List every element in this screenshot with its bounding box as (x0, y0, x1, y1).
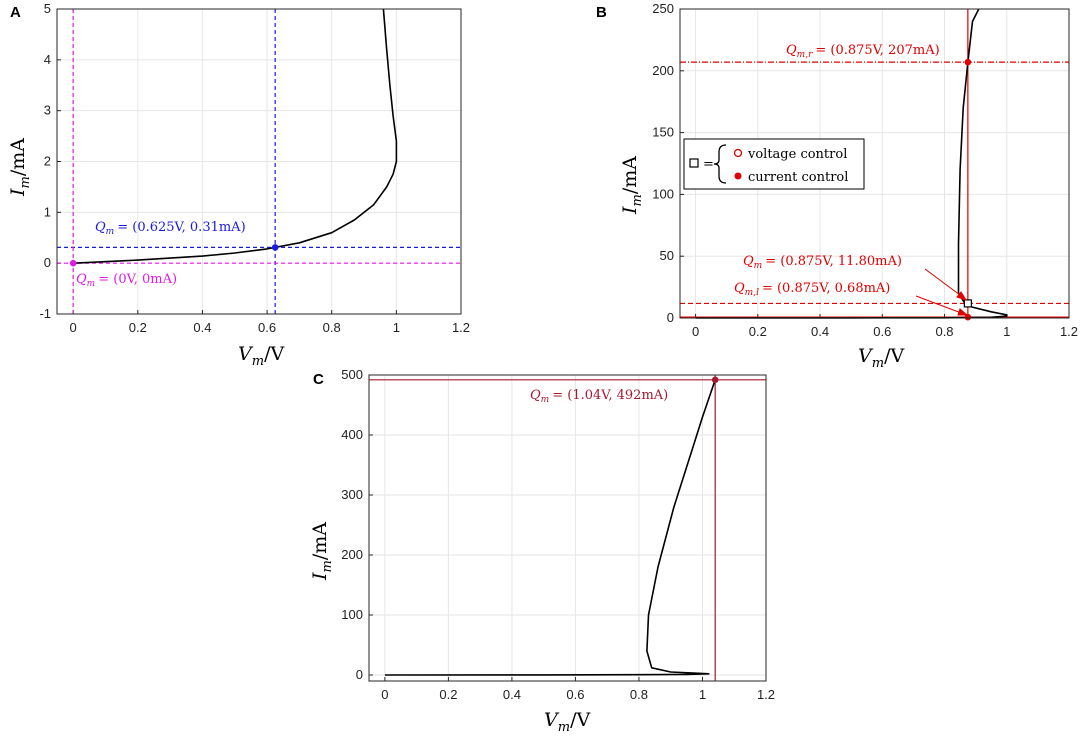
panel-a-letter: A (10, 4, 21, 21)
panel-b-qmr-label: Qm,r = (0.875V, 207mA) (786, 43, 940, 60)
panel-b-xtick-label: 0.6 (873, 324, 891, 339)
panel-b-xtick-label: 0.8 (935, 324, 953, 339)
panel-c-ytick-label: 300 (341, 487, 363, 502)
panel-b-ytick-label: 200 (652, 63, 674, 78)
panel-c-ytick-label: 400 (341, 427, 363, 442)
panel-c-letter: C (313, 371, 324, 388)
panel-a-ytick-label: 5 (44, 1, 51, 16)
svg-text:Vm/V: Vm/V (858, 345, 904, 371)
legend-equals: = (703, 157, 714, 172)
panel-b-arrows (915, 268, 969, 316)
panel-b-ylabel: Im/mA (619, 156, 645, 215)
panel-c-xtick-label: 1.2 (757, 687, 775, 702)
panel-b-ytick-label: 100 (652, 186, 674, 201)
panel-a-frame (56, 8, 462, 315)
panel-a-xtick-label: 1.2 (452, 320, 470, 335)
panel-a-qm-marker-0 (271, 244, 279, 251)
panel-b-ytick-label: 0 (667, 310, 674, 325)
panel-a-xlabel: Vm/V (238, 343, 284, 369)
panel-c-ytick-label: 100 (341, 607, 363, 622)
panel-a-qm-marker-1 (69, 259, 77, 267)
panel-a-ytick-label: -1 (39, 306, 51, 321)
panel-b-ytick-label: 250 (652, 1, 674, 16)
panel-c-xtick-label: 0.2 (439, 687, 457, 702)
panel-b-legend: = voltage control current control (683, 138, 865, 190)
panel-b-qm-square-marker (963, 299, 972, 308)
panel-b-qm-marker-2 (964, 313, 972, 321)
legend-current-control: current control (748, 170, 848, 185)
panel-c-qm-label: Qm = (1.04V, 492mA) (530, 388, 668, 405)
panel-c-xtick-label: 0.6 (566, 687, 584, 702)
legend-voltage-control: voltage control (747, 147, 847, 162)
panel-a-ytick-label: 1 (44, 204, 51, 219)
panel-c-ytick-label: 200 (341, 547, 363, 562)
svg-text:Im/mA: Im/mA (309, 522, 335, 581)
panel-c-plot: 0 0.2 0.4 0.6 0.8 1 1.2 0 100 200 300 400 500 (341, 367, 775, 702)
panel-c-ylabel: Im/mA (309, 522, 335, 581)
panel-a-qm-label-magenta: Qm = (0V, 0mA) (76, 272, 177, 289)
panel-a-qm-label-blue: Qm = (0.625V, 0.31mA) (95, 220, 246, 237)
panel-a-xtick-label: 0.8 (323, 320, 341, 335)
panel-a-xtick-label: 0 (70, 320, 77, 335)
svg-text:Im/mA: Im/mA (7, 138, 33, 197)
panel-a-plot: 0 0.2 0.4 0.6 0.8 1 1.2 -1 0 1 2 3 4 5 (39, 1, 470, 335)
panel-c-xtick-label: 0.8 (630, 687, 648, 702)
legend-filled-circle-marker (734, 172, 742, 180)
legend-open-circle-marker (733, 148, 743, 158)
panel-c-iv-curve (384, 379, 716, 676)
panel-b-qm-marker-0 (964, 58, 972, 66)
svg-text:Vm/V: Vm/V (544, 709, 590, 735)
legend-brace (713, 144, 727, 184)
panel-a-xtick-label: 0.2 (129, 320, 147, 335)
panel-b-qm-label: Qm = (0.875V, 11.80mA) (743, 254, 902, 271)
panel-a-xtick-label: 0.6 (258, 320, 276, 335)
panel-b-qml-label: Qm,l = (0.875V, 0.68mA) (734, 281, 890, 298)
panel-c-xtick-label: 0.4 (503, 687, 521, 702)
legend-square-marker (689, 158, 699, 168)
panel-b-xtick-label: 0.4 (811, 324, 829, 339)
panel-a-ylabel: Im/mA (7, 138, 33, 197)
panel-b-xtick-label: 0 (692, 324, 699, 339)
panel-b-frame (679, 8, 1070, 319)
panel-b-xtick-label: 0.2 (749, 324, 767, 339)
svg-text:Vm/V: Vm/V (238, 343, 284, 369)
panel-a-iv-curve (73, 8, 398, 264)
panel-c-frame (368, 374, 767, 682)
panel-b-xtick-label: 1.2 (1060, 324, 1078, 339)
panel-b-ytick-label: 50 (660, 248, 674, 263)
panel-c-xlabel: Vm/V (544, 709, 590, 735)
panel-c-ytick-label: 500 (341, 367, 363, 382)
panel-a-ytick-label: 2 (44, 154, 51, 169)
panel-c-xtick-label: 0 (381, 687, 388, 702)
panel-a-ytick-label: 4 (44, 52, 51, 67)
panel-a-ytick-label: 3 (44, 103, 51, 118)
panel-a-ytick-label: 0 (44, 255, 51, 270)
panel-c-ytick-label: 0 (356, 667, 363, 682)
panel-a-xtick-label: 1 (393, 320, 400, 335)
panel-b-xlabel: Vm/V (858, 345, 904, 371)
panel-b-xtick-label: 1 (1003, 324, 1010, 339)
panel-b-ytick-label: 150 (652, 125, 674, 140)
svg-text:Im/mA: Im/mA (619, 156, 645, 215)
panel-a-xtick-label: 0.4 (193, 320, 211, 335)
panel-c-qm-marker-0 (711, 376, 719, 384)
panel-c-plot-area (369, 375, 766, 681)
panel-b-letter: B (596, 4, 607, 21)
panel-c-xtick-label: 1 (699, 687, 706, 702)
